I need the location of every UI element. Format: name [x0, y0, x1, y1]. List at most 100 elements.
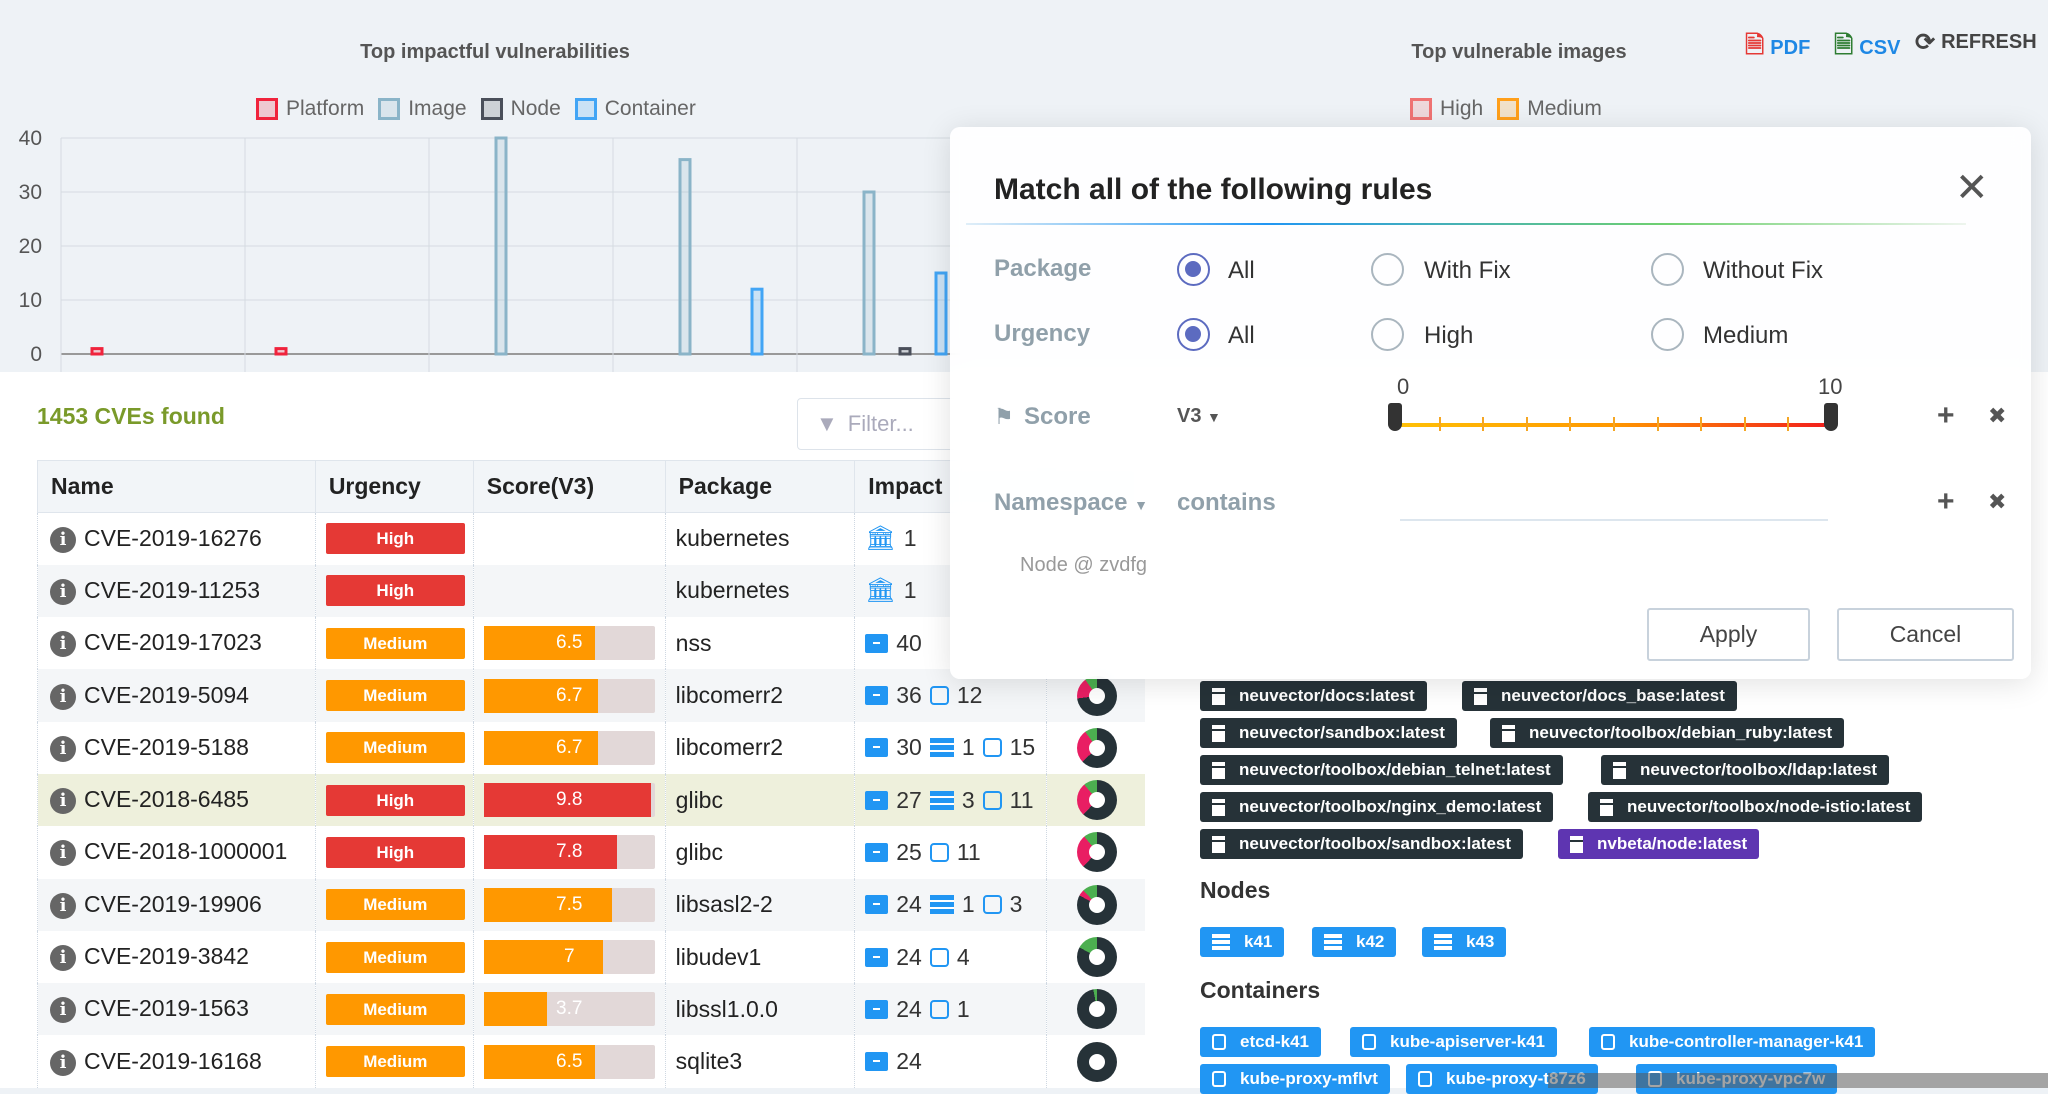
urgency-cell: Medium: [314, 617, 474, 670]
cve-name[interactable]: CVE-2019-3842: [84, 943, 249, 970]
table-row[interactable]: i CVE-2019-5188 Medium 6.7 libcomerr2 30 1 15: [37, 721, 1145, 774]
legend-item-image[interactable]: Image: [378, 97, 467, 121]
score-version-select[interactable]: V3 ▼: [1177, 405, 1221, 428]
csv-button[interactable]: 🗎 CSV: [1834, 28, 1900, 69]
apply-button[interactable]: Apply: [1647, 608, 1810, 661]
image-tag[interactable]: neuvector/toolbox/debian_ruby:latest: [1490, 718, 1845, 748]
col-package[interactable]: Package: [664, 460, 856, 513]
cve-name-cell[interactable]: i CVE-2019-1563: [37, 983, 316, 1036]
cve-name[interactable]: CVE-2019-11253: [84, 576, 261, 603]
cve-name[interactable]: CVE-2019-16276: [84, 524, 262, 551]
cve-name[interactable]: CVE-2019-19906: [84, 890, 262, 917]
cve-name[interactable]: CVE-2019-16168: [84, 1047, 262, 1074]
image-tag[interactable]: neuvector/sandbox:latest: [1200, 718, 1457, 748]
info-icon[interactable]: i: [50, 683, 76, 710]
table-row[interactable]: i CVE-2019-3842 Medium 7 libudev1 24 4: [37, 930, 1145, 984]
urgency-medium-radio[interactable]: [1651, 318, 1684, 351]
info-icon[interactable]: i: [50, 1049, 76, 1076]
cve-name-cell[interactable]: i CVE-2019-19906: [37, 878, 316, 931]
cve-name-cell[interactable]: i CVE-2019-5094: [37, 669, 316, 722]
table-row[interactable]: i CVE-2018-6485 High 9.8 glibc 27 3 11: [37, 773, 1145, 827]
col-score[interactable]: Score(V3): [472, 460, 666, 513]
table-row[interactable]: i CVE-2018-1000001 High 7.8 glibc 25 11: [37, 826, 1145, 879]
image-tag[interactable]: neuvector/toolbox/ldap:latest: [1601, 755, 1890, 785]
urgency-all-radio[interactable]: [1177, 318, 1210, 351]
node-tag[interactable]: k42: [1312, 927, 1397, 957]
close-icon[interactable]: ✕: [1955, 166, 1989, 210]
legend-item-node[interactable]: Node: [480, 97, 561, 121]
cve-name-cell[interactable]: i CVE-2018-6485: [37, 773, 316, 827]
col-name[interactable]: Name: [37, 460, 316, 513]
cve-name[interactable]: CVE-2018-6485: [84, 786, 249, 813]
container-tag[interactable]: kube-proxy-mflvt: [1200, 1064, 1390, 1094]
package-all-radio[interactable]: [1177, 253, 1210, 286]
image-tag[interactable]: neuvector/toolbox/sandbox:latest: [1200, 829, 1524, 859]
container-tag[interactable]: kube-controller-manager-k41: [1589, 1027, 1876, 1057]
legend-item-container[interactable]: Container: [574, 97, 696, 121]
namespace-select[interactable]: Namespace ▼: [994, 489, 1148, 517]
image-tag[interactable]: nvbeta/node:latest: [1558, 829, 1760, 859]
image-tag-label: neuvector/docs:latest: [1239, 686, 1415, 705]
info-icon[interactable]: i: [50, 578, 76, 605]
refresh-button[interactable]: ⟳ REFRESH: [1915, 28, 2037, 57]
add-rule-icon[interactable]: +: [1937, 485, 1955, 518]
remove-rule-icon[interactable]: ✖: [1988, 489, 2007, 514]
pdf-button[interactable]: 🗎 PDF: [1745, 28, 1810, 69]
chart-legend: Platform Image Node Container: [256, 97, 696, 121]
image-tag[interactable]: neuvector/toolbox/node-istio:latest: [1588, 792, 1923, 822]
node-tag[interactable]: k43: [1422, 927, 1507, 957]
cve-name-cell[interactable]: i CVE-2019-11253: [37, 564, 316, 618]
image-tag[interactable]: neuvector/docs:latest: [1200, 681, 1427, 711]
table-row[interactable]: i CVE-2019-17023 Medium 6.5 nss 40: [37, 617, 1145, 670]
container-icon: [1212, 1071, 1226, 1087]
table-row[interactable]: i CVE-2019-5094 Medium 6.7 libcomerr2 36 12: [37, 669, 1145, 722]
remove-rule-icon[interactable]: ✖: [1988, 403, 2007, 428]
table-row[interactable]: i CVE-2019-16168 Medium 6.5 sqlite3 24: [37, 1035, 1145, 1088]
cve-name-cell[interactable]: i CVE-2019-5188: [37, 721, 316, 774]
package-without-fix-radio[interactable]: [1651, 253, 1684, 286]
node-tag[interactable]: k41: [1200, 927, 1285, 957]
cve-name-cell[interactable]: i CVE-2019-17023: [37, 617, 316, 670]
cve-name[interactable]: CVE-2019-5188: [84, 733, 249, 760]
info-icon[interactable]: i: [50, 788, 76, 815]
cve-name[interactable]: CVE-2018-1000001: [84, 838, 288, 865]
info-icon[interactable]: i: [50, 944, 76, 971]
cve-name-cell[interactable]: i CVE-2019-16276: [37, 512, 316, 565]
package-with-fix-radio[interactable]: [1371, 253, 1404, 286]
image-tag[interactable]: neuvector/toolbox/debian_telnet:latest: [1200, 755, 1563, 785]
image-icon: [1212, 835, 1225, 853]
cve-name[interactable]: CVE-2019-1563: [84, 995, 249, 1022]
cve-name-cell[interactable]: i CVE-2019-16168: [37, 1035, 316, 1088]
table-row[interactable]: i CVE-2019-1563 Medium 3.7 libssl1.0.0 24 1: [37, 983, 1145, 1036]
info-icon[interactable]: i: [50, 631, 76, 658]
add-rule-icon[interactable]: +: [1937, 399, 1955, 432]
col-urgency[interactable]: Urgency: [314, 460, 474, 513]
namespace-operator: contains: [1177, 489, 1276, 516]
slider-min-handle[interactable]: [1388, 403, 1402, 431]
image-tag[interactable]: neuvector/docs_base:latest: [1462, 681, 1737, 711]
slider-max-handle[interactable]: [1824, 403, 1838, 431]
cve-name[interactable]: CVE-2019-17023: [84, 629, 262, 656]
table-row[interactable]: i CVE-2019-19906 Medium 7.5 libsasl2-2 24 1 3: [37, 878, 1145, 931]
cve-name[interactable]: CVE-2019-5094: [84, 681, 249, 708]
container-tag[interactable]: etcd-k41: [1200, 1027, 1321, 1057]
legend-item-medium[interactable]: Medium: [1497, 97, 1602, 121]
cve-name-cell[interactable]: i CVE-2019-3842: [37, 930, 316, 984]
info-icon[interactable]: i: [50, 526, 76, 553]
info-icon[interactable]: i: [50, 892, 76, 919]
info-icon[interactable]: i: [50, 735, 76, 762]
info-icon[interactable]: i: [50, 997, 76, 1024]
info-icon[interactable]: i: [50, 840, 76, 867]
legend-item-platform[interactable]: Platform: [256, 97, 364, 121]
impact-cell: 27 3 11: [854, 773, 1047, 827]
package-cell: glibc: [664, 773, 855, 827]
horizontal-scrollbar[interactable]: [1548, 1073, 2048, 1088]
cancel-button[interactable]: Cancel: [1837, 608, 2014, 661]
image-tag[interactable]: neuvector/toolbox/nginx_demo:latest: [1200, 792, 1554, 822]
cve-name-cell[interactable]: i CVE-2018-1000001: [37, 826, 316, 879]
namespace-input[interactable]: [1400, 489, 1828, 521]
score-cell: 6.7: [472, 721, 666, 774]
container-tag[interactable]: kube-apiserver-k41: [1350, 1027, 1557, 1057]
legend-item-high[interactable]: High: [1410, 97, 1483, 121]
urgency-high-radio[interactable]: [1371, 318, 1404, 351]
